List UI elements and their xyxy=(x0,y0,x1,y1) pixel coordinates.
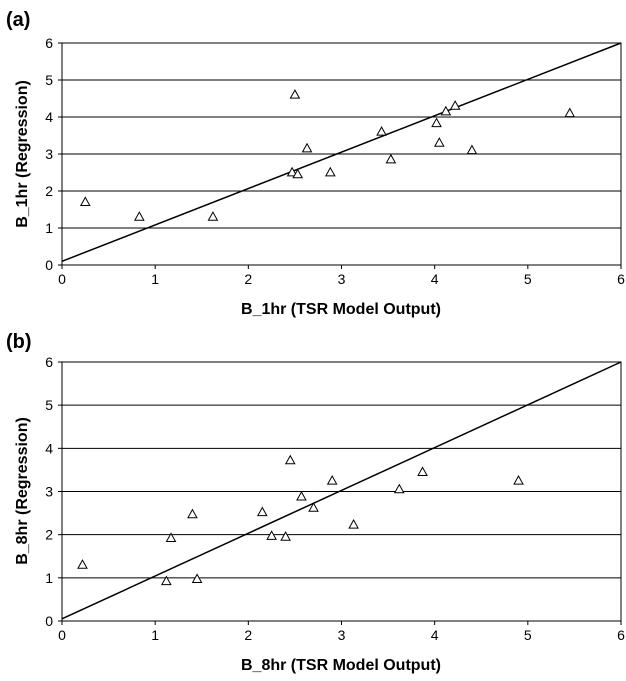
chart-b-y-tick-label: 3 xyxy=(45,484,53,500)
chart-a-x-axis-title: B_1hr (TSR Model Output) xyxy=(241,301,441,318)
panel-b-label: (b) xyxy=(6,331,32,353)
chart-a-y-tick-label: 1 xyxy=(45,220,53,236)
chart-a-y-tick-label: 3 xyxy=(45,146,53,162)
chart-b-x-tick-label: 5 xyxy=(524,627,532,643)
chart-a-y-tick-label: 4 xyxy=(45,109,53,125)
chart-a-x-tick-label: 4 xyxy=(431,271,439,287)
chart-a-reference-line xyxy=(61,42,622,262)
chart-b-x-tick-labels: 0 1 2 3 4 5 6 xyxy=(58,621,625,643)
chart-a-y-tick-label: 2 xyxy=(45,183,53,199)
chart-a-data-point xyxy=(433,137,445,147)
chart-a-data-point xyxy=(207,211,219,221)
chart-b-data-point xyxy=(191,573,203,584)
chart-b-x-tick-label: 1 xyxy=(151,627,159,643)
chart-b-y-tick-label: 2 xyxy=(45,527,53,543)
chart-b-data-point xyxy=(256,506,268,517)
chart-b-data-point xyxy=(417,466,428,476)
chart-a-data-point xyxy=(431,117,442,128)
chart-a-x-tick-label: 5 xyxy=(524,271,532,287)
chart-b-data-point xyxy=(348,518,359,529)
chart-b-data-point xyxy=(326,474,338,485)
chart-a-data-point xyxy=(466,144,478,155)
chart-b-y-tick-label: 6 xyxy=(45,354,53,370)
chart-a-y-tick-label: 6 xyxy=(45,35,53,51)
chart-a: (a) 0 1 2 3 4 5 6 0 1 2 3 4 5 6 B_1hr (TSR Model Out… xyxy=(6,9,625,318)
chart-b-reference-line xyxy=(61,361,622,620)
chart-b-data-point xyxy=(296,490,307,501)
chart-b-data-point xyxy=(266,530,277,540)
chart-b-x-tick-label: 4 xyxy=(431,627,439,643)
chart-b-x-tick-label: 3 xyxy=(338,627,346,643)
chart-b-data-point xyxy=(393,483,405,494)
chart-a-data-point xyxy=(564,107,576,118)
chart-b-grid xyxy=(62,404,621,579)
chart-a-data-point xyxy=(292,168,304,179)
chart-b-data-point xyxy=(280,531,291,541)
chart-a-y-tick-labels: 0 1 2 3 4 5 6 xyxy=(45,35,62,273)
chart-b-y-tick-label: 4 xyxy=(45,440,53,456)
chart-a-y-tick-label: 5 xyxy=(45,72,53,88)
chart-b-data-point xyxy=(187,508,198,519)
chart-b-y-tick-label: 0 xyxy=(45,613,53,629)
chart-a-points xyxy=(79,89,576,221)
chart-a-data-point xyxy=(133,211,145,221)
chart-a-grid xyxy=(62,79,621,229)
chart-a-y-tick-label: 0 xyxy=(45,257,53,273)
chart-b-data-point xyxy=(284,454,296,465)
chart-b-data-point xyxy=(77,559,88,569)
chart-b-y-tick-label: 5 xyxy=(45,397,53,413)
chart-a-data-point xyxy=(286,166,298,177)
chart-b-data-point xyxy=(308,502,319,512)
chart-b-data-point xyxy=(513,474,524,485)
chart-b-y-tick-label: 1 xyxy=(45,570,53,586)
chart-a-data-point xyxy=(324,166,336,177)
chart-b-x-tick-label: 2 xyxy=(244,627,252,643)
chart-b: (b) 0 1 2 3 4 5 6 0 1 2 3 4 5 6 B_8hr (TSR Model Out… xyxy=(6,331,625,674)
chart-b-x-tick-label: 0 xyxy=(58,627,66,643)
chart-b-data-point xyxy=(160,575,172,586)
chart-b-x-axis-title: B_8hr (TSR Model Output) xyxy=(241,657,441,674)
chart-b-y-axis-title: B_8hr (Regression) xyxy=(14,417,31,565)
chart-a-x-tick-label: 3 xyxy=(338,271,346,287)
chart-b-x-tick-label: 6 xyxy=(617,627,625,643)
chart-b-points xyxy=(77,454,524,586)
chart-a-data-point xyxy=(289,89,301,99)
chart-a-x-tick-label: 1 xyxy=(151,271,159,287)
chart-a-data-point xyxy=(79,196,91,206)
panel-a-label: (a) xyxy=(6,9,30,31)
chart-a-data-point xyxy=(376,126,387,136)
chart-a-data-point xyxy=(440,105,452,116)
chart-a-y-axis-title: B_1hr (Regression) xyxy=(14,80,31,228)
chart-a-x-tick-label: 2 xyxy=(244,271,252,287)
chart-a-x-tick-labels: 0 1 2 3 4 5 6 xyxy=(58,265,625,287)
chart-a-x-tick-label: 0 xyxy=(58,271,66,287)
chart-a-data-point xyxy=(301,142,313,153)
chart-a-data-point xyxy=(385,153,397,164)
chart-a-data-point xyxy=(449,100,461,110)
chart-b-y-tick-labels: 0 1 2 3 4 5 6 xyxy=(45,354,62,629)
chart-a-x-tick-label: 6 xyxy=(617,271,625,287)
chart-b-data-point xyxy=(165,532,177,542)
